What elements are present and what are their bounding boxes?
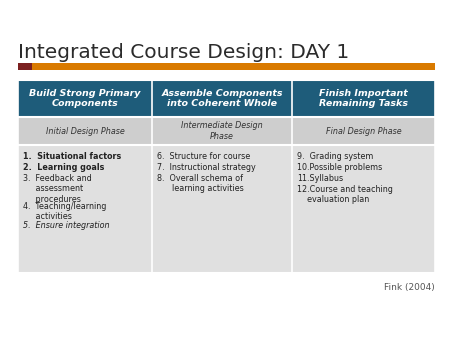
Text: 3.  Feedback and
     assessment
     procedures: 3. Feedback and assessment procedures — [23, 174, 92, 204]
Text: 12.Course and teaching
    evaluation plan: 12.Course and teaching evaluation plan — [297, 185, 393, 204]
Bar — [152, 80, 292, 117]
Bar — [18, 117, 152, 145]
Bar — [32, 63, 435, 70]
Text: 7.  Instructional strategy: 7. Instructional strategy — [157, 163, 256, 172]
Text: 4.  Teaching/learning
     activities: 4. Teaching/learning activities — [23, 202, 106, 221]
Text: Finish Important
Remaining Tasks: Finish Important Remaining Tasks — [319, 89, 408, 108]
Text: 1.  Situational factors: 1. Situational factors — [23, 152, 121, 161]
Bar — [18, 145, 152, 273]
Text: Assemble Components
into Coherent Whole: Assemble Components into Coherent Whole — [161, 89, 283, 108]
Text: 10.Possible problems: 10.Possible problems — [297, 163, 382, 172]
Bar — [292, 80, 435, 117]
Text: 6.  Structure for course: 6. Structure for course — [157, 152, 250, 161]
Text: Fink (2004): Fink (2004) — [384, 283, 435, 292]
Bar — [152, 117, 292, 145]
Text: 8.  Overall schema of
      learning activities: 8. Overall schema of learning activities — [157, 174, 244, 193]
Bar — [152, 145, 292, 273]
Text: Intermediate Design
Phase: Intermediate Design Phase — [181, 121, 263, 141]
Text: Integrated Course Design: DAY 1: Integrated Course Design: DAY 1 — [18, 43, 349, 62]
Bar — [292, 117, 435, 145]
Text: Build Strong Primary
Components: Build Strong Primary Components — [29, 89, 141, 108]
Text: 9.  Grading system: 9. Grading system — [297, 152, 374, 161]
Text: 2.  Learning goals: 2. Learning goals — [23, 163, 104, 172]
Bar — [18, 63, 32, 70]
Text: 5.  Ensure integration: 5. Ensure integration — [23, 221, 110, 231]
Bar — [292, 145, 435, 273]
Text: Final Design Phase: Final Design Phase — [326, 126, 401, 136]
Text: 11.Syllabus: 11.Syllabus — [297, 174, 343, 183]
Bar — [18, 80, 152, 117]
Text: Initial Design Phase: Initial Design Phase — [45, 126, 124, 136]
